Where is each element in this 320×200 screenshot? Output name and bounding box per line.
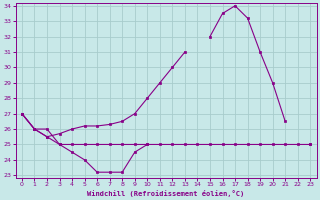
X-axis label: Windchill (Refroidissement éolien,°C): Windchill (Refroidissement éolien,°C) bbox=[87, 190, 245, 197]
